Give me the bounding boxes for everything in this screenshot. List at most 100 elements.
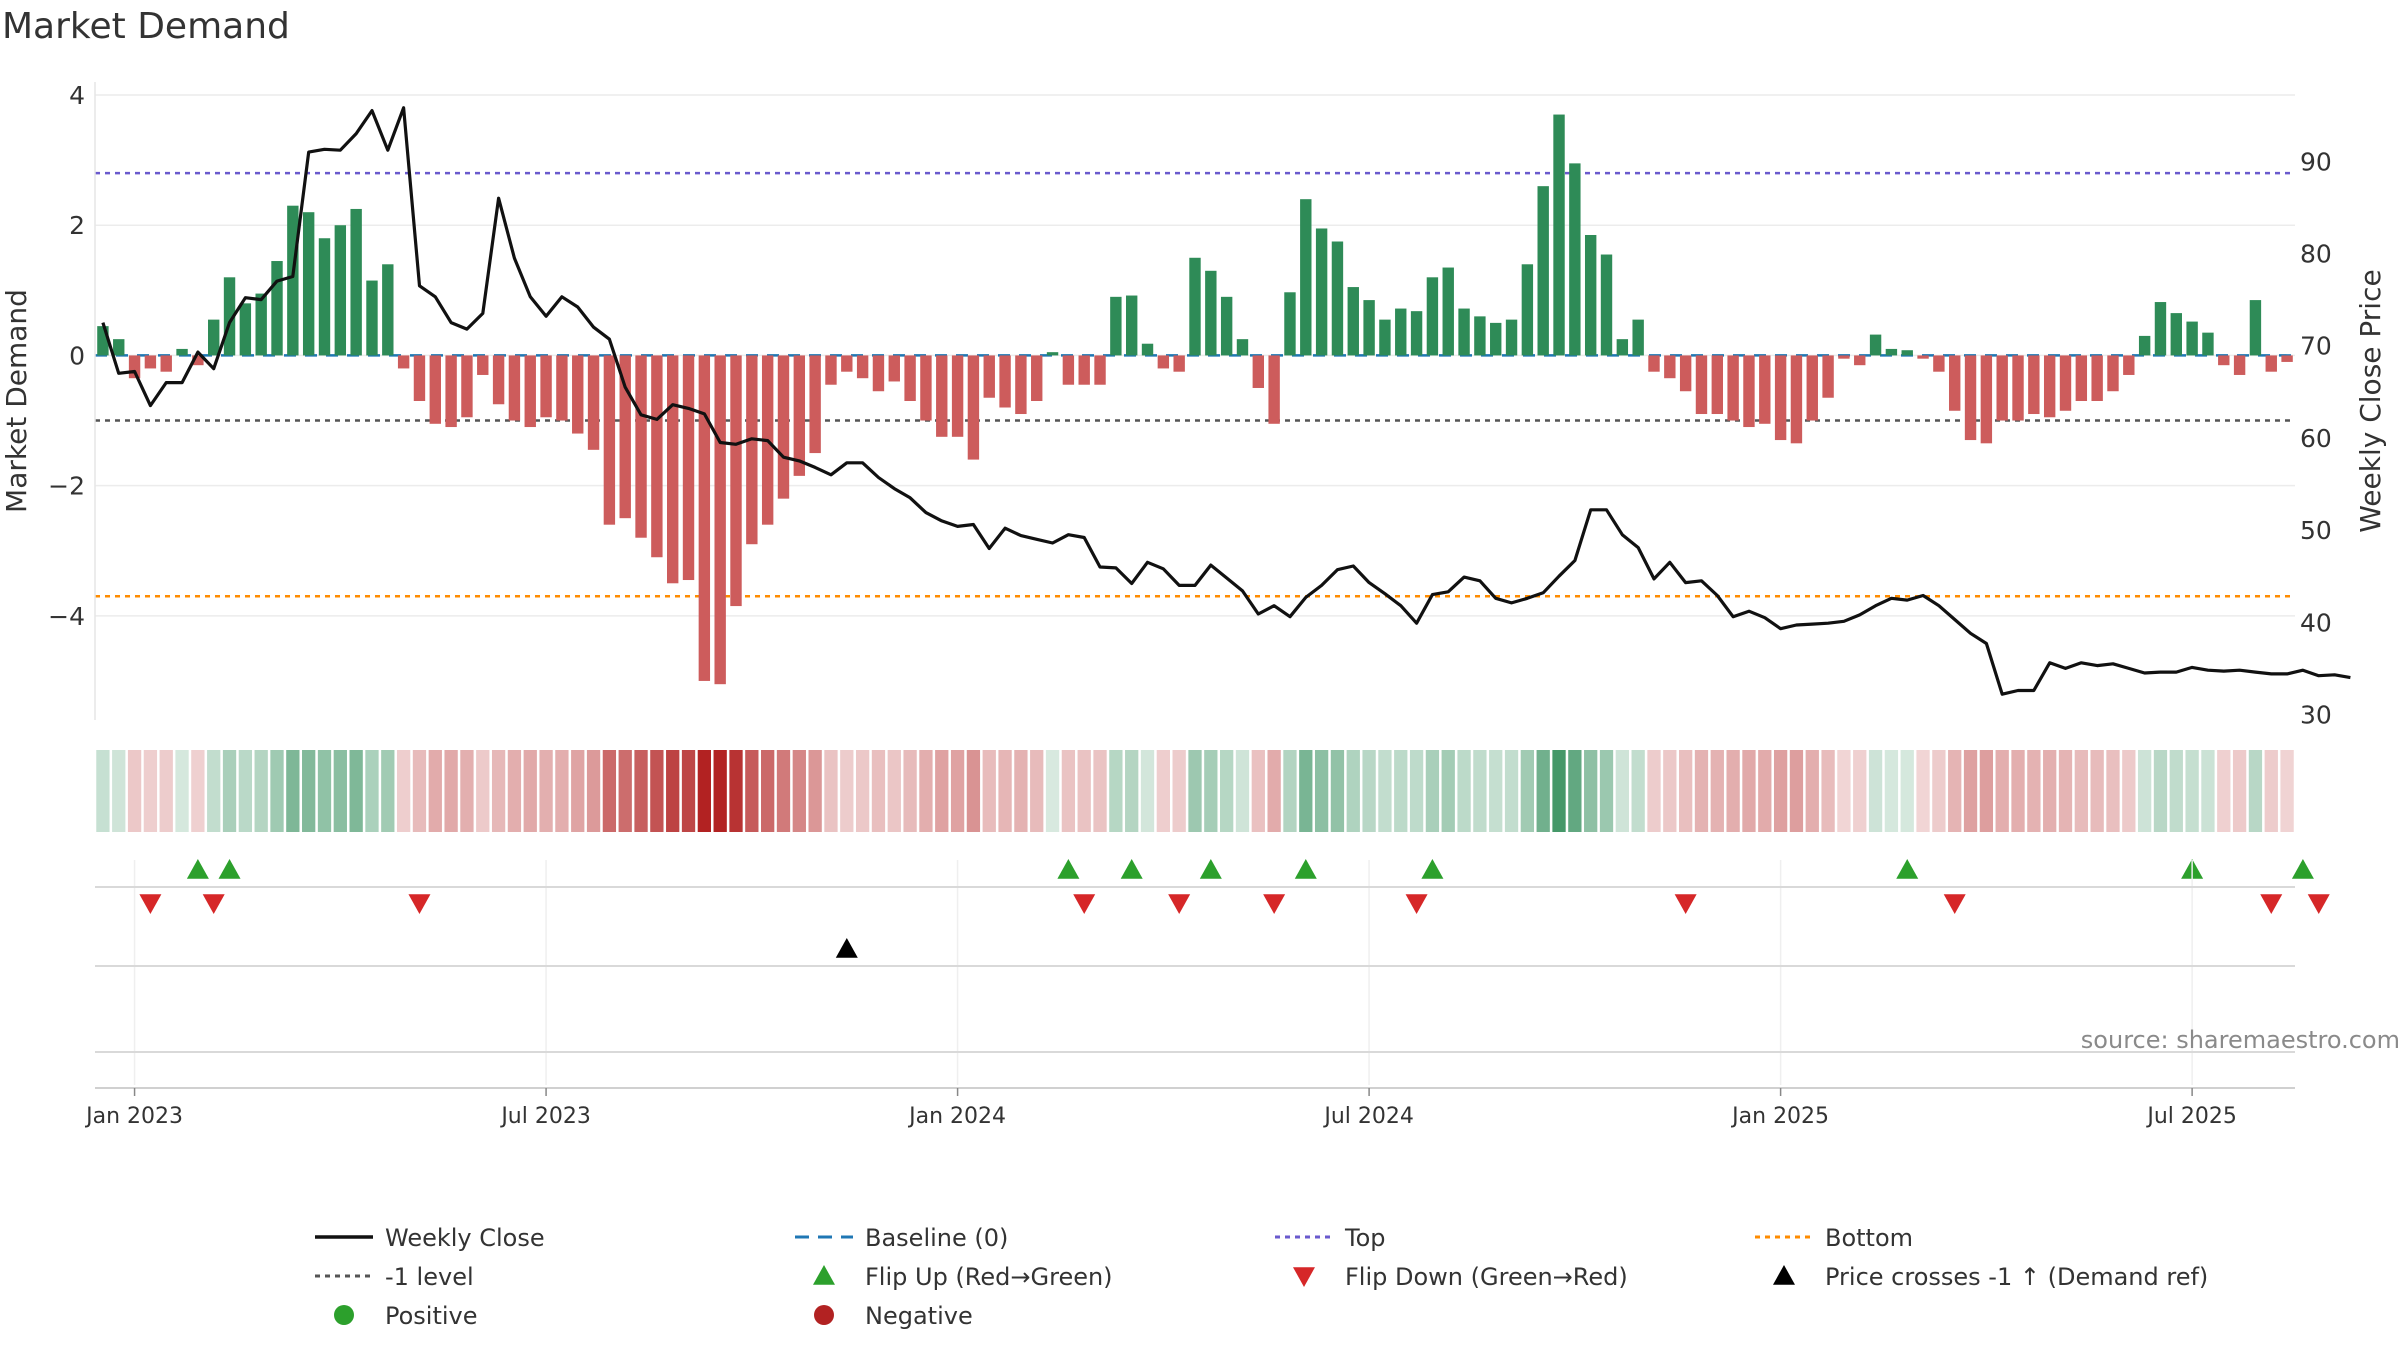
heat-cell [1789, 750, 1804, 832]
demand-bar-negative [192, 355, 204, 366]
heat-cell [1979, 750, 1994, 832]
heat-cell [175, 750, 189, 832]
heat-cell [998, 750, 1012, 832]
heat-cell [1963, 750, 1978, 832]
demand-bar-positive [1442, 267, 1454, 356]
demand-bar-negative [1759, 355, 1771, 424]
heat-cell [1995, 750, 2009, 832]
demand-bar-negative [397, 355, 410, 369]
heat-cell [1663, 750, 1677, 832]
heat-cell [1948, 750, 1962, 832]
heat-cell [270, 750, 284, 832]
demand-bar-negative [2123, 355, 2135, 375]
x-tick-label: Jul 2024 [1322, 1104, 1414, 1129]
heat-cell [1821, 750, 1835, 832]
flip-up-marker [1896, 859, 1919, 879]
legend-swatch-circle [334, 1305, 354, 1325]
demand-bar-negative [2091, 355, 2103, 401]
heat-cell [1014, 750, 1028, 832]
heat-cell [1172, 750, 1186, 832]
demand-bar-positive [1141, 343, 1154, 356]
heat-cell [396, 750, 411, 832]
legend-swatch-triangle-up [813, 1265, 835, 1285]
heat-cell [729, 750, 743, 832]
demand-bar-positive [1537, 186, 1549, 356]
demand-bar-positive [271, 261, 283, 356]
demand-bar-negative [951, 355, 964, 437]
y2-tick-label: 60 [2300, 424, 2332, 453]
heat-cell [1631, 750, 1645, 832]
heat-cell [444, 750, 458, 832]
demand-bar-negative [635, 355, 647, 538]
heat-cell [887, 750, 901, 832]
heat-cell [2217, 750, 2231, 832]
x-tick-label: Jan 2024 [907, 1104, 1006, 1129]
heat-cell [1425, 750, 1440, 832]
heat-cell [1394, 750, 1408, 832]
demand-bar-negative [2265, 355, 2277, 372]
demand-bar-negative [619, 355, 631, 519]
demand-bars [97, 114, 2293, 685]
demand-bar-negative [936, 355, 948, 437]
legend-swatch-circle [814, 1305, 834, 1325]
heat-cell [1299, 750, 1313, 832]
heat-cell [1568, 750, 1582, 832]
demand-bar-negative [603, 355, 616, 525]
demand-bar-negative [1964, 355, 1977, 441]
flip-up-marker [1120, 859, 1143, 879]
demand-bar-negative [1949, 355, 1961, 411]
heat-cell [1220, 750, 1234, 832]
demand-bar-positive [1410, 311, 1423, 356]
heat-cell [412, 750, 427, 832]
legend-label: Flip Down (Green→Red) [1345, 1263, 1628, 1291]
y2-tick-label: 30 [2300, 700, 2332, 729]
flip-down-marker [1674, 894, 1697, 914]
demand-bar-negative [904, 355, 916, 401]
y2-tick-label: 80 [2300, 239, 2332, 268]
demand-bar-positive [255, 293, 267, 356]
demand-bar-negative [2281, 355, 2293, 362]
heat-cell [1030, 750, 1044, 832]
flip-down-marker [139, 894, 162, 914]
demand-bar-positive [1885, 348, 1898, 356]
demand-bar-negative [714, 355, 726, 685]
x-tick-label: Jul 2023 [499, 1104, 591, 1129]
heat-cell [428, 750, 442, 832]
legend-swatch-triangle-up [1773, 1265, 1795, 1285]
heat-cell [222, 750, 237, 832]
heat-cell [1235, 750, 1250, 832]
legend-label: Baseline (0) [865, 1224, 1008, 1252]
heat-cell [792, 750, 806, 832]
heat-cell [1694, 750, 1709, 832]
heat-cell [618, 750, 632, 832]
demand-bar-negative [461, 355, 473, 418]
demand-bar-positive [1236, 339, 1249, 356]
heat-cell [1125, 750, 1139, 832]
heat-cell [1552, 750, 1566, 832]
demand-bar-negative [477, 355, 489, 375]
heat-cell [2027, 750, 2041, 832]
flip-down-marker [1405, 894, 1428, 914]
demand-bar-negative [777, 355, 790, 499]
heat-cell [1900, 750, 1914, 832]
demand-bar-negative [809, 355, 821, 454]
weekly-close-line [101, 106, 2351, 696]
heat-cell [365, 750, 379, 832]
demand-bar-negative [967, 355, 980, 460]
heat-cell [1536, 750, 1550, 832]
demand-bar-positive [1505, 319, 1518, 356]
heat-cell [1045, 750, 1060, 832]
demand-bar-negative [1648, 355, 1660, 372]
legend-label: Weekly Close [385, 1224, 545, 1252]
demand-bar-positive [223, 277, 236, 356]
heat-cell [903, 750, 917, 832]
heat-cell [2122, 750, 2136, 832]
demand-bar-negative [872, 355, 885, 392]
heat-cell [1330, 750, 1345, 832]
heat-cell [1742, 750, 1756, 832]
heat-cell [855, 750, 870, 832]
demand-bar-positive [1395, 308, 1407, 356]
demand-bar-negative [2043, 355, 2056, 418]
heat-cell [840, 750, 854, 832]
heat-cell [238, 750, 253, 832]
